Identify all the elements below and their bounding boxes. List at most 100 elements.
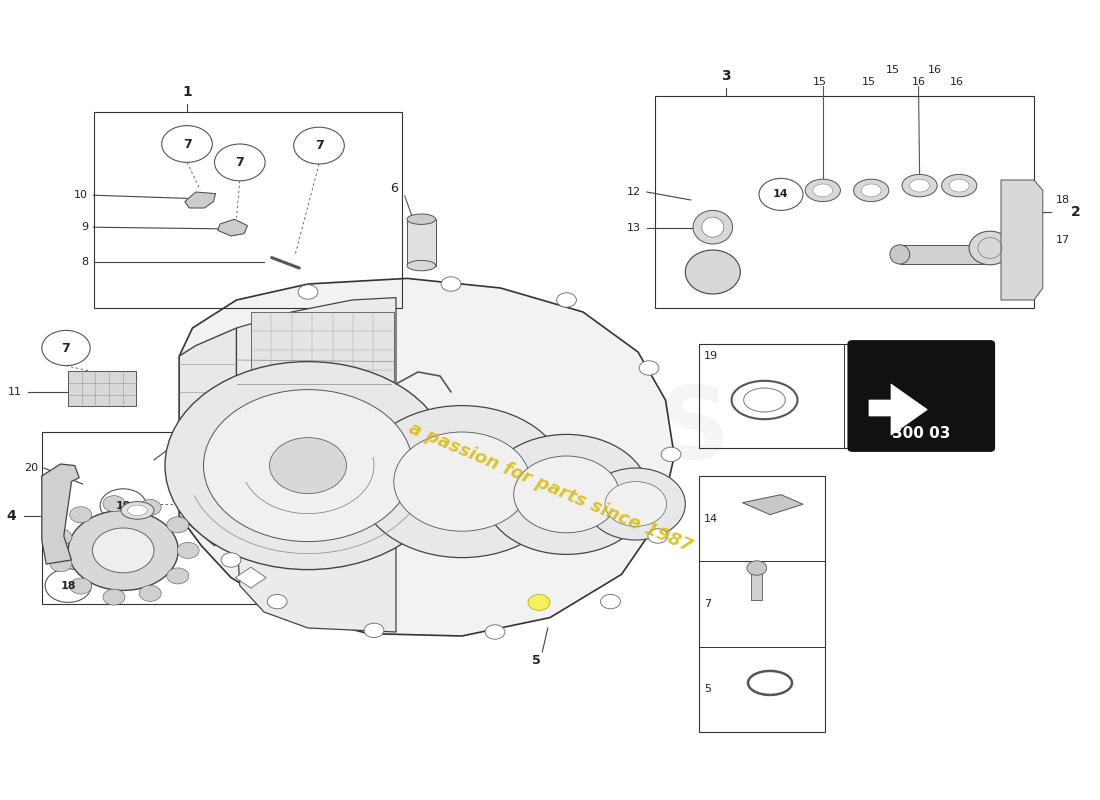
Text: 16: 16 [950, 77, 964, 86]
Circle shape [50, 529, 72, 545]
Text: 18: 18 [60, 581, 76, 590]
Text: 18: 18 [850, 351, 864, 361]
Text: 18: 18 [1056, 195, 1070, 205]
Bar [251, 312, 394, 408]
Text: 5: 5 [532, 654, 541, 666]
Text: 10: 10 [74, 190, 88, 200]
Circle shape [759, 178, 803, 210]
Bar [42, 432, 278, 604]
Text: 9: 9 [81, 222, 88, 232]
Ellipse shape [890, 245, 910, 264]
Text: 19: 19 [116, 501, 131, 510]
Polygon shape [218, 219, 248, 236]
Circle shape [586, 468, 685, 540]
Text: 3: 3 [722, 69, 730, 83]
Text: 7: 7 [315, 139, 323, 152]
Circle shape [528, 594, 550, 610]
Circle shape [68, 510, 178, 590]
Text: 17: 17 [1056, 235, 1070, 245]
Circle shape [92, 528, 154, 573]
Ellipse shape [880, 382, 940, 418]
Circle shape [639, 361, 659, 375]
Text: 4: 4 [7, 509, 15, 523]
Ellipse shape [702, 218, 724, 238]
Bar [698, 344, 990, 448]
Text: 6: 6 [389, 182, 398, 194]
Circle shape [103, 589, 125, 605]
Ellipse shape [813, 184, 833, 197]
Circle shape [167, 517, 189, 533]
Bar [68, 371, 136, 406]
Ellipse shape [861, 184, 881, 197]
Text: 8: 8 [81, 257, 88, 266]
Bar [900, 245, 988, 264]
Text: 21: 21 [186, 425, 199, 434]
Text: 7: 7 [235, 156, 244, 169]
Circle shape [298, 285, 318, 299]
Text: 16: 16 [912, 77, 925, 86]
Text: 14: 14 [773, 190, 789, 199]
Circle shape [747, 561, 767, 575]
Bar [94, 112, 401, 308]
Circle shape [270, 438, 346, 494]
Polygon shape [1001, 180, 1043, 300]
Circle shape [514, 456, 619, 533]
Circle shape [69, 506, 91, 522]
Ellipse shape [128, 506, 147, 516]
Text: 11: 11 [8, 387, 22, 397]
Circle shape [661, 447, 681, 462]
Text: 16: 16 [928, 66, 942, 75]
Circle shape [42, 330, 90, 366]
Circle shape [167, 568, 189, 584]
Circle shape [441, 277, 461, 291]
Text: 7: 7 [704, 599, 711, 609]
Circle shape [267, 594, 287, 609]
Circle shape [484, 434, 649, 554]
Circle shape [358, 406, 566, 558]
Ellipse shape [805, 179, 840, 202]
Text: 1: 1 [183, 85, 191, 99]
Bar [407, 219, 436, 266]
Bar [654, 96, 1034, 308]
Text: 15: 15 [813, 77, 826, 86]
Text: 7: 7 [62, 342, 70, 354]
Text: 13: 13 [627, 223, 641, 233]
Text: 7: 7 [183, 138, 191, 150]
Circle shape [485, 625, 505, 639]
Ellipse shape [685, 250, 740, 294]
Text: 15: 15 [887, 66, 900, 75]
Circle shape [162, 126, 212, 162]
Polygon shape [236, 298, 396, 632]
Text: 14: 14 [704, 514, 718, 524]
Polygon shape [185, 192, 216, 208]
Circle shape [648, 529, 668, 543]
Ellipse shape [407, 261, 436, 270]
Bar [698, 476, 825, 732]
Circle shape [45, 569, 91, 602]
Ellipse shape [942, 174, 977, 197]
Circle shape [165, 362, 451, 570]
Circle shape [605, 482, 667, 526]
Text: 5: 5 [704, 684, 711, 694]
Circle shape [100, 489, 146, 522]
Bar [751, 571, 762, 600]
Ellipse shape [893, 389, 928, 411]
Circle shape [601, 594, 620, 609]
Ellipse shape [407, 214, 436, 225]
Circle shape [140, 499, 162, 515]
Text: 300 03: 300 03 [892, 426, 950, 441]
Circle shape [204, 390, 412, 542]
Ellipse shape [910, 179, 930, 192]
Circle shape [294, 127, 344, 164]
Ellipse shape [902, 174, 937, 197]
Ellipse shape [693, 210, 733, 244]
FancyBboxPatch shape [848, 341, 994, 451]
Text: 2€CP€RS: 2€CP€RS [227, 383, 730, 481]
Text: 15: 15 [862, 77, 876, 86]
Polygon shape [742, 494, 803, 514]
Ellipse shape [969, 231, 1011, 265]
Circle shape [557, 293, 576, 307]
Polygon shape [179, 328, 236, 546]
Circle shape [221, 553, 241, 567]
Circle shape [364, 623, 384, 638]
